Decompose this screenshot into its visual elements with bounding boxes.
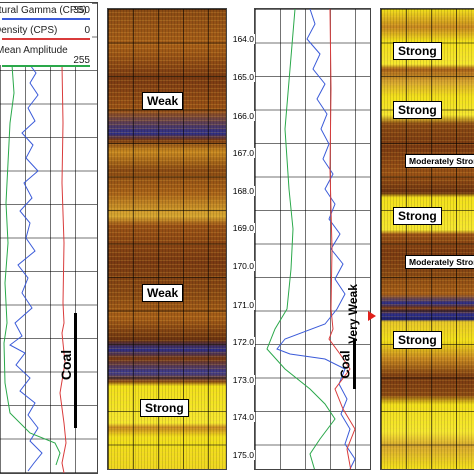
label-weak-lower: Weak <box>142 284 184 302</box>
amplitude-curve-left <box>3 64 61 466</box>
legend-gamma-label: Natural Gamma (CPS) <box>0 5 87 16</box>
label-strong-middle: Strong <box>140 399 189 417</box>
acoustic-image-middle: Weak Weak Strong <box>107 8 227 470</box>
depth-tick-label: 175.0 <box>232 450 255 460</box>
log-track-left: Natural Gamma (CPS) 350 Density (CPS) 0 … <box>0 2 98 474</box>
amplitude-curve-right <box>266 9 336 469</box>
label-strong-r4: Strong <box>393 331 442 349</box>
coal-label-left: Coal <box>58 349 74 381</box>
legend-amp-swatch <box>2 65 90 67</box>
gamma-curve-right <box>276 9 356 469</box>
depth-tick-label: 168.0 <box>232 186 255 196</box>
depth-tick-label: 173.0 <box>232 375 255 385</box>
legend-density-min: 0 <box>84 25 90 36</box>
legend-gamma-max: 350 <box>73 5 90 16</box>
legend-amp-label: Mean Amplitude <box>0 45 68 56</box>
label-strong-r1: Strong <box>393 42 442 60</box>
acoustic-image-right: Strong Strong Moderately Strong Strong M… <box>380 8 474 470</box>
legend-density: Density (CPS) 0 <box>0 25 90 40</box>
coal-interval-bar-left <box>74 313 77 428</box>
image-grid-middle <box>108 9 226 469</box>
coal-interval-bar-right <box>353 339 356 389</box>
log-curves-right <box>266 9 356 469</box>
label-moderately-strong-r1: Moderately Strong <box>405 154 474 168</box>
legend-amplitude: Mean Amplitude 255 <box>0 45 90 67</box>
depth-tick-label: 171.0 <box>232 300 255 310</box>
coal-label-right: Coal <box>337 350 353 379</box>
image-grid-right <box>381 9 474 469</box>
gamma-curve-left <box>9 64 43 472</box>
depth-tick-label: 174.0 <box>232 412 255 422</box>
label-strong-r3: Strong <box>393 207 442 225</box>
depth-tick-label: 172.0 <box>232 337 255 347</box>
log-grid-right <box>255 9 370 469</box>
legend: Natural Gamma (CPS) 350 Density (CPS) 0 … <box>0 3 92 67</box>
depth-tick-label: 167.0 <box>232 148 255 158</box>
depth-tick-label: 164.0 <box>232 34 255 44</box>
very-weak-label: Very Weak <box>346 284 360 344</box>
depth-tick-label: 165.0 <box>232 72 255 82</box>
depth-tick-label: 166.0 <box>232 111 255 121</box>
legend-density-swatch <box>2 38 90 40</box>
legend-gamma-swatch <box>2 18 90 20</box>
log-curves-left <box>3 64 67 473</box>
label-strong-r2: Strong <box>393 101 442 119</box>
depth-tick-label: 170.0 <box>232 261 255 271</box>
log-grid-left <box>0 3 97 473</box>
density-curve-left <box>59 64 67 473</box>
legend-density-label: Density (CPS) <box>0 25 58 36</box>
label-weak-upper: Weak <box>142 92 184 110</box>
legend-amp-max: 255 <box>73 55 90 66</box>
density-curve-right <box>328 9 356 469</box>
depth-tick-label: 169.0 <box>232 223 255 233</box>
legend-gamma: Natural Gamma (CPS) 350 <box>0 5 90 20</box>
label-moderately-strong-r2: Moderately Strong <box>405 255 474 269</box>
log-track-right: Coal Very Weak <box>254 8 371 470</box>
